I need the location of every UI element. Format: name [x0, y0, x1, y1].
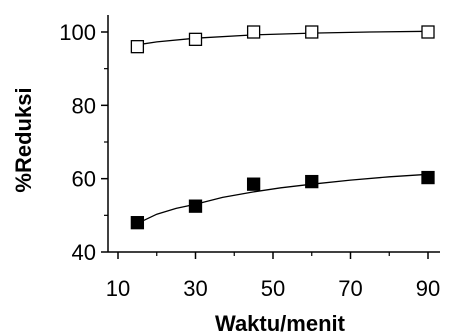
y-tick-label: 40: [72, 240, 96, 265]
open-square-point: [305, 25, 319, 39]
open-square-point: [246, 25, 261, 39]
filled-square-point: [421, 170, 435, 185]
y-axis-title: %Reduksi: [11, 87, 36, 192]
x-tick-label: 70: [338, 276, 362, 301]
x-tick-label: 50: [261, 276, 285, 301]
axes: [101, 15, 440, 259]
x-tick-label: 10: [106, 276, 130, 301]
tick-labels: 40 60 80 100 10 30 50 70 90: [59, 20, 440, 301]
open-square-point: [188, 32, 203, 46]
x-tick-label: 30: [183, 276, 207, 301]
y-tick-label: 60: [72, 167, 96, 192]
filled-square-point: [130, 216, 145, 230]
fit-curves: [137, 30, 429, 224]
x-tick-label: 90: [416, 276, 440, 301]
open-square-point: [130, 40, 145, 54]
x-axis-title: Waktu/menit: [215, 311, 346, 334]
filled-square-point: [188, 199, 203, 213]
fit-curve-series-1: [137, 30, 429, 46]
filled-square-point: [246, 177, 261, 191]
open-square-point: [421, 25, 435, 39]
y-tick-label: 80: [72, 93, 96, 118]
data-markers: [130, 25, 435, 230]
fit-curve-series-2: [137, 173, 429, 224]
filled-square-point: [305, 174, 319, 189]
y-tick-label: 100: [59, 20, 96, 45]
